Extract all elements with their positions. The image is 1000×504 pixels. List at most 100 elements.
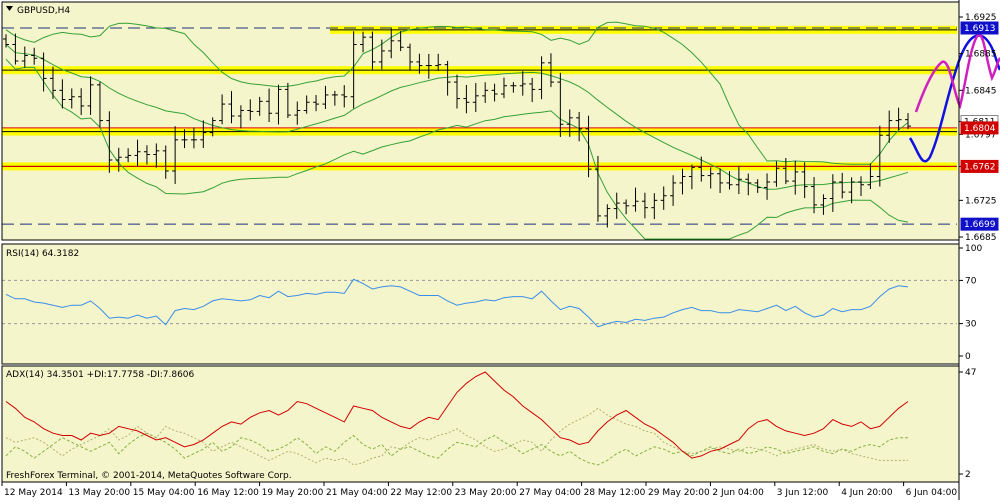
price-bar — [68, 88, 75, 109]
price-bar — [641, 192, 648, 219]
price-bar — [510, 82, 517, 93]
candlesticks — [3, 28, 911, 228]
price-bar — [773, 161, 780, 187]
rsi-tick-label: 0 — [965, 352, 971, 362]
price-bar — [529, 77, 536, 103]
price-bar — [407, 43, 414, 71]
time-tick-label: 6 Jun 04:00 — [906, 488, 958, 498]
price-bar — [125, 148, 132, 163]
price-bar — [12, 33, 19, 65]
rsi-tick-label: 70 — [965, 276, 977, 286]
adx-pane[interactable]: ADX(14) 34.3501 +DI:17.7758 -DI:7.8606 F… — [2, 366, 959, 482]
time-tick-label: 29 May 20:00 — [648, 488, 710, 498]
price-tag-box — [960, 159, 999, 173]
price-bar — [858, 176, 865, 197]
price-bar — [360, 31, 367, 53]
price-tag-label: 1.6804 — [964, 124, 996, 134]
time-tick-label: 23 May 20:00 — [455, 488, 517, 498]
time-axis[interactable]: 12 May 2014 13 May 20:00 15 May 04:00 16 Ma… — [1, 482, 958, 498]
price-bar — [905, 112, 911, 130]
time-tick-label: 22 May 12:00 — [390, 488, 452, 498]
price-bar — [651, 193, 658, 220]
price-bar — [801, 162, 808, 199]
price-tick-label: 1.6885 — [965, 50, 997, 60]
price-bar — [754, 179, 761, 193]
adx-title: ADX(14) 34.3501 +DI:17.7758 -DI:7.8606 — [6, 370, 195, 380]
adx-tick-label: 47 — [965, 368, 976, 378]
rsi-pane-background — [2, 244, 959, 364]
price-bar — [200, 120, 207, 149]
price-tag-box — [960, 217, 999, 231]
rsi-title: RSI(14) 64.3182 — [6, 249, 79, 259]
price-bar — [500, 77, 507, 99]
price-bar — [679, 168, 686, 195]
price-bar — [416, 53, 423, 74]
price-axis[interactable]: 1.69251.68851.68451.68111.67971.67621.67… — [959, 13, 999, 243]
price-bar — [181, 129, 188, 149]
copyright-text: FreshForex Terminal, © 2001-2014, MetaQu… — [6, 471, 292, 481]
blue-forecast-curve[interactable] — [908, 34, 1000, 163]
price-tag-box — [960, 21, 999, 35]
price-bar — [313, 95, 320, 112]
price-bar — [726, 171, 733, 190]
price-bar — [59, 79, 66, 109]
price-bar — [670, 175, 677, 206]
time-tick-label: 2 Jun 04:00 — [712, 488, 764, 498]
time-tick-label: 27 May 04:00 — [519, 488, 581, 498]
time-tick-label: 3 Jun 12:00 — [777, 488, 829, 498]
price-tag-label: 1.6699 — [964, 220, 996, 230]
price-bar — [820, 194, 827, 215]
magenta-forecast-curve[interactable] — [914, 33, 1000, 113]
price-bar — [153, 143, 160, 168]
price-bar — [275, 84, 282, 125]
bollinger-lower-line — [5, 58, 909, 240]
price-bar — [322, 85, 329, 109]
price-bar — [717, 168, 724, 193]
minus-di-line — [5, 407, 908, 466]
price-bar — [228, 91, 235, 124]
price-bar — [632, 187, 639, 212]
price-bar — [134, 139, 141, 167]
price-bar — [576, 111, 583, 142]
adx-tick-label: 2 — [965, 470, 971, 480]
symbol-title: GBPUSD,H4 — [17, 6, 70, 16]
price-bar — [745, 173, 752, 196]
price-bar — [623, 199, 630, 215]
main-price-pane[interactable]: GBPUSD,H4 — [2, 2, 1000, 240]
price-bar — [96, 81, 103, 128]
rsi-line — [5, 278, 909, 328]
price-bar — [378, 39, 385, 70]
chart-expand-triangle-icon[interactable] — [6, 6, 13, 11]
price-bar — [613, 192, 620, 219]
price-bar — [811, 177, 818, 214]
time-tick-label: 19 May 20:00 — [262, 488, 324, 498]
price-bar — [256, 96, 263, 116]
price-bar — [547, 53, 554, 88]
price-bar — [172, 126, 179, 184]
price-bar — [735, 165, 742, 195]
price-bar — [557, 72, 564, 137]
price-bar — [594, 155, 601, 222]
time-tick-label: 16 May 12:00 — [197, 488, 259, 498]
price-bar — [454, 74, 460, 109]
price-bar — [585, 115, 592, 178]
price-bar — [219, 94, 226, 125]
price-bar — [162, 145, 169, 179]
horizontal-levels — [2, 27, 957, 225]
price-bar — [78, 88, 85, 115]
price-bar — [867, 163, 874, 190]
price-bar — [707, 167, 714, 189]
price-bar — [143, 145, 150, 165]
price-tick-label: 1.6925 — [965, 13, 997, 23]
bollinger-upper-line — [5, 21, 909, 165]
price-bar — [190, 127, 197, 149]
price-bar — [764, 173, 771, 200]
price-bar — [425, 53, 432, 79]
rsi-pane[interactable]: RSI(14) 64.3182 — [2, 244, 959, 364]
price-bar — [350, 31, 357, 109]
price-bar — [31, 47, 38, 65]
rsi-axis: 100 70 30 0 — [959, 244, 982, 362]
price-bar — [397, 31, 404, 52]
price-bar — [21, 46, 28, 68]
